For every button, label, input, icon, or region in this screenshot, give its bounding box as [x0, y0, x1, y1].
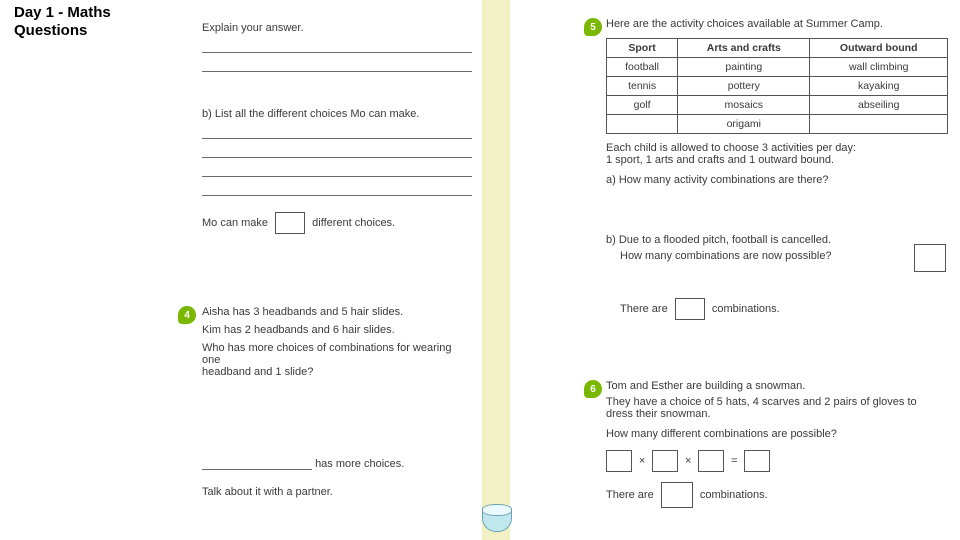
right-page: 5 Here are the activity choices availabl…: [570, 0, 960, 540]
q4-talk: Talk about it with a partner.: [202, 486, 472, 498]
bowl-icon-rim: [482, 504, 512, 516]
cell: origami: [678, 115, 810, 134]
mo-pre: Mo can make: [202, 217, 268, 229]
question-badge-5: 5: [584, 18, 602, 36]
q6-pre: There are: [606, 489, 654, 501]
multiply-icon: ×: [681, 455, 695, 467]
writing-line[interactable]: [202, 138, 472, 139]
page-edge-band-left: [482, 0, 510, 540]
equals-icon: =: [727, 455, 741, 467]
col-arts: Arts and crafts: [678, 39, 810, 58]
q6-box-3[interactable]: [698, 450, 724, 472]
activities-table: Sport Arts and crafts Outward bound foot…: [606, 38, 948, 134]
mo-part-b: b) List all the different choices Mo can…: [202, 108, 472, 234]
q6-text-3: dress their snowman.: [606, 408, 948, 420]
title-line-2: Questions: [14, 22, 111, 40]
multiply-icon: ×: [635, 455, 649, 467]
part-b-prompt: b) List all the different choices Mo can…: [202, 108, 472, 120]
question-badge-6: 6: [584, 380, 602, 398]
table-row: tennis pottery kayaking: [607, 77, 948, 96]
q6-answer-box[interactable]: [661, 482, 693, 508]
q5-rule-1: Each child is allowed to choose 3 activi…: [606, 142, 948, 154]
table-header-row: Sport Arts and crafts Outward bound: [607, 39, 948, 58]
q6-mult-row: × × =: [606, 450, 948, 472]
q5a-answer-box[interactable]: [914, 244, 946, 272]
question-4: 4 Aisha has 3 headbands and 5 hair slide…: [202, 306, 472, 498]
table-row: golf mosaics abseiling: [607, 96, 948, 115]
table-row: origami: [607, 115, 948, 134]
q5-part-a: a) How many activity combinations are th…: [606, 174, 948, 186]
explain-prompt: Explain your answer.: [202, 22, 472, 34]
left-page: Explain your answer. b) List all the dif…: [180, 0, 510, 540]
q5-intro: Here are the activity choices available …: [606, 18, 948, 30]
cell: [810, 115, 948, 134]
question-6: 6 Tom and Esther are building a snowman.…: [586, 380, 948, 508]
q4-answer-line: has more choices.: [202, 458, 472, 470]
q4-text-4: headband and 1 slide?: [202, 366, 472, 378]
q4-text-3: Who has more choices of combinations for…: [202, 342, 472, 366]
q5-part-b1: b) Due to a flooded pitch, football is c…: [606, 234, 948, 246]
q6-question: How many different combinations are poss…: [606, 428, 948, 440]
q6-box-2[interactable]: [652, 450, 678, 472]
title-line-1: Day 1 - Maths: [14, 4, 111, 22]
writing-line[interactable]: [202, 157, 472, 158]
q5-rule-2: 1 sport, 1 arts and crafts and 1 outward…: [606, 154, 948, 166]
cell: [607, 115, 678, 134]
writing-line[interactable]: [202, 52, 472, 53]
mo-answer-box[interactable]: [275, 212, 305, 234]
cell: football: [607, 58, 678, 77]
q5b-answer-box[interactable]: [675, 298, 705, 320]
q6-post: combinations.: [700, 489, 768, 501]
explain-block: Explain your answer.: [202, 22, 472, 72]
cell: pottery: [678, 77, 810, 96]
cell: abseiling: [810, 96, 948, 115]
q5b-post: combinations.: [712, 303, 780, 315]
cell: wall climbing: [810, 58, 948, 77]
bowl-icon: [482, 502, 512, 532]
q6-sentence: There are combinations.: [606, 482, 948, 508]
mo-sentence: Mo can make different choices.: [202, 212, 472, 234]
page-title: Day 1 - Maths Questions: [14, 4, 111, 40]
q6-box-1[interactable]: [606, 450, 632, 472]
q5b-sentence: There are combinations.: [606, 298, 948, 320]
cell: mosaics: [678, 96, 810, 115]
col-sport: Sport: [607, 39, 678, 58]
cell: golf: [607, 96, 678, 115]
q5-part-b2: How many combinations are now possible?: [606, 250, 948, 262]
cell: kayaking: [810, 77, 948, 96]
q4-text-2: Kim has 2 headbands and 6 hair slides.: [202, 324, 472, 336]
q6-text-1: Tom and Esther are building a snowman.: [606, 380, 948, 392]
question-5: 5 Here are the activity choices availabl…: [586, 18, 948, 320]
writing-line[interactable]: [202, 71, 472, 72]
cell: tennis: [607, 77, 678, 96]
q6-box-result[interactable]: [744, 450, 770, 472]
table-row: football painting wall climbing: [607, 58, 948, 77]
mo-post: different choices.: [312, 217, 395, 229]
q4-blank[interactable]: [202, 469, 312, 470]
col-outward: Outward bound: [810, 39, 948, 58]
q6-text-2: They have a choice of 5 hats, 4 scarves …: [606, 396, 948, 408]
writing-line[interactable]: [202, 195, 472, 196]
cell: painting: [678, 58, 810, 77]
q5b-pre: There are: [620, 303, 668, 315]
question-badge-4: 4: [178, 306, 196, 324]
q4-text-1: Aisha has 3 headbands and 5 hair slides.: [202, 306, 472, 318]
writing-line[interactable]: [202, 176, 472, 177]
worksheet-page: Day 1 - Maths Questions Explain your ans…: [0, 0, 960, 540]
q4-blank-suffix: has more choices.: [315, 458, 404, 470]
